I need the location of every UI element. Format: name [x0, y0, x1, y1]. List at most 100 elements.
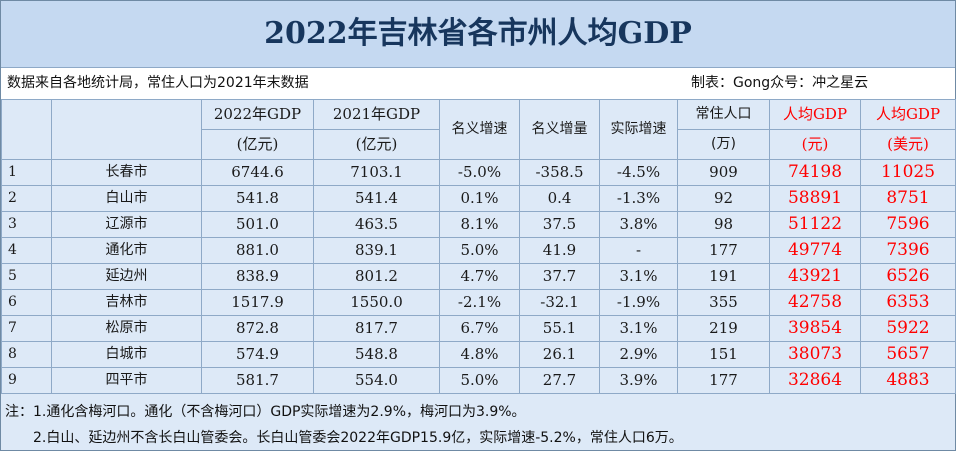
nominal-growth-cell: 0.1% [439, 185, 520, 212]
header-gdp2021: 2021年GDP [313, 99, 440, 130]
nominal-increase-cell: -32.1 [519, 289, 600, 316]
per-capita-cny-cell: 58891 [769, 185, 861, 212]
source-note: 数据来自各地统计局，常住人口为2021年末数据 [7, 75, 309, 91]
city-name-cell: 白山市 [51, 185, 202, 212]
table-row: 6 吉林市 1517.9 1550.0 -2.1% -32.1 -1.9% 355 42758 6… [1, 289, 956, 316]
per-capita-usd-cell: 5922 [860, 315, 956, 342]
per-capita-usd-cell: 5657 [860, 341, 956, 368]
gdp-2021-cell: 817.7 [313, 315, 440, 342]
gdp-2021-cell: 1550.0 [313, 289, 440, 316]
header-population-unit: (万) [677, 129, 770, 160]
page-title: 2022年吉林省各市州人均GDP [1, 1, 955, 68]
nominal-growth-cell: 5.0% [439, 367, 520, 394]
header-per-capita-usd: 人均GDP [860, 99, 956, 130]
gdp-2021-cell: 541.4 [313, 185, 440, 212]
city-name-cell: 吉林市 [51, 289, 202, 316]
header-city [51, 99, 202, 160]
header-per-capita-usd-unit: (美元) [860, 129, 956, 160]
real-growth-cell: 3.9% [599, 367, 678, 394]
per-capita-cny-cell: 39854 [769, 315, 861, 342]
per-capita-usd-cell: 6526 [860, 263, 956, 290]
table-row: 3 辽源市 501.0 463.5 8.1% 37.5 3.8% 98 51122 7596 [1, 211, 956, 238]
nominal-increase-cell: -358.5 [519, 159, 600, 186]
nominal-growth-cell: 4.8% [439, 341, 520, 368]
gdp-2022-cell: 541.8 [201, 185, 314, 212]
per-capita-cny-cell: 32864 [769, 367, 861, 394]
per-capita-usd-cell: 4883 [860, 367, 956, 394]
gdp-2022-cell: 501.0 [201, 211, 314, 238]
nominal-increase-cell: 37.5 [519, 211, 600, 238]
real-growth-cell: -1.3% [599, 185, 678, 212]
row-index-cell: 9 [1, 367, 52, 394]
population-cell: 92 [677, 185, 770, 212]
population-cell: 177 [677, 367, 770, 394]
real-growth-cell: 2.9% [599, 341, 678, 368]
nominal-increase-cell: 27.7 [519, 367, 600, 394]
row-index-cell: 1 [1, 159, 52, 186]
nominal-growth-cell: 5.0% [439, 237, 520, 264]
city-name-cell: 辽源市 [51, 211, 202, 238]
source-bar: 数据来自各地统计局，常住人口为2021年末数据 制表：Gong众号：冲之星云 [1, 68, 955, 100]
nominal-growth-cell: 6.7% [439, 315, 520, 342]
per-capita-usd-cell: 8751 [860, 185, 956, 212]
header-per-capita-cny: 人均GDP [769, 99, 861, 130]
header-real-growth: 实际增速 [599, 99, 678, 160]
footnote-1: 注：1.通化含梅河口。通化（不含梅河口）GDP实际增速为2.9%，梅河口为3.9… [5, 404, 526, 420]
city-name-cell: 长春市 [51, 159, 202, 186]
population-cell: 98 [677, 211, 770, 238]
footnote-2: 2.白山、延边州不含长白山管委会。长白山管委会2022年GDP15.9亿，实际增… [33, 430, 683, 446]
gdp-2022-cell: 581.7 [201, 367, 314, 394]
real-growth-cell: 3.8% [599, 211, 678, 238]
gdp-2022-cell: 574.9 [201, 341, 314, 368]
table-row: 5 延边州 838.9 801.2 4.7% 37.7 3.1% 191 43921 6526 [1, 263, 956, 290]
per-capita-cny-cell: 51122 [769, 211, 861, 238]
header-gdp2022-unit: (亿元) [201, 129, 314, 160]
row-index-cell: 3 [1, 211, 52, 238]
row-index-cell: 5 [1, 263, 52, 290]
gdp-2021-cell: 839.1 [313, 237, 440, 264]
per-capita-cny-cell: 74198 [769, 159, 861, 186]
real-growth-cell: -1.9% [599, 289, 678, 316]
city-name-cell: 四平市 [51, 367, 202, 394]
nominal-increase-cell: 55.1 [519, 315, 600, 342]
gdp-2022-cell: 881.0 [201, 237, 314, 264]
row-index-cell: 8 [1, 341, 52, 368]
nominal-increase-cell: 0.4 [519, 185, 600, 212]
nominal-growth-cell: -5.0% [439, 159, 520, 186]
table-row: 8 白城市 574.9 548.8 4.8% 26.1 2.9% 151 38073 5657 [1, 341, 956, 368]
gdp-2022-cell: 838.9 [201, 263, 314, 290]
row-index-cell: 2 [1, 185, 52, 212]
per-capita-cny-cell: 49774 [769, 237, 861, 264]
table-row: 7 松原市 872.8 817.7 6.7% 55.1 3.1% 219 39854 5922 [1, 315, 956, 342]
header-per-capita-cny-unit: (元) [769, 129, 861, 160]
city-name-cell: 延边州 [51, 263, 202, 290]
nominal-growth-cell: 8.1% [439, 211, 520, 238]
row-index-cell: 4 [1, 237, 52, 264]
nominal-growth-cell: -2.1% [439, 289, 520, 316]
table-row: 2 白山市 541.8 541.4 0.1% 0.4 -1.3% 92 58891 8751 [1, 185, 956, 212]
population-cell: 177 [677, 237, 770, 264]
gdp-2021-cell: 7103.1 [313, 159, 440, 186]
gdp-2021-cell: 463.5 [313, 211, 440, 238]
population-cell: 191 [677, 263, 770, 290]
table-row: 4 通化市 881.0 839.1 5.0% 41.9-177 49774 7396 [1, 237, 956, 264]
per-capita-usd-cell: 7396 [860, 237, 956, 264]
nominal-increase-cell: 37.7 [519, 263, 600, 290]
city-name-cell: 松原市 [51, 315, 202, 342]
header-nominal-increase: 名义增量 [519, 99, 600, 160]
population-cell: 909 [677, 159, 770, 186]
nominal-growth-cell: 4.7% [439, 263, 520, 290]
header-row-2: (亿元) (亿元) (万) (元) (美元) [2, 129, 956, 160]
nominal-increase-cell: 41.9 [519, 237, 600, 264]
per-capita-usd-cell: 7596 [860, 211, 956, 238]
real-growth-cell: 3.1% [599, 263, 678, 290]
gdp-2022-cell: 6744.6 [201, 159, 314, 186]
row-index-cell: 6 [1, 289, 52, 316]
gdp-2021-cell: 801.2 [313, 263, 440, 290]
header-row-1: 2022年GDP 2021年GDP 名义增速 名义增量 实际增速 常住人口 人均… [1, 99, 956, 160]
gdp-table: 2022年GDP 2021年GDP 名义增速 名义增量 实际增速 常住人口 人均… [1, 99, 956, 394]
real-growth-cell: 3.1% [599, 315, 678, 342]
real-growth-cell: - [599, 237, 678, 264]
population-cell: 355 [677, 289, 770, 316]
